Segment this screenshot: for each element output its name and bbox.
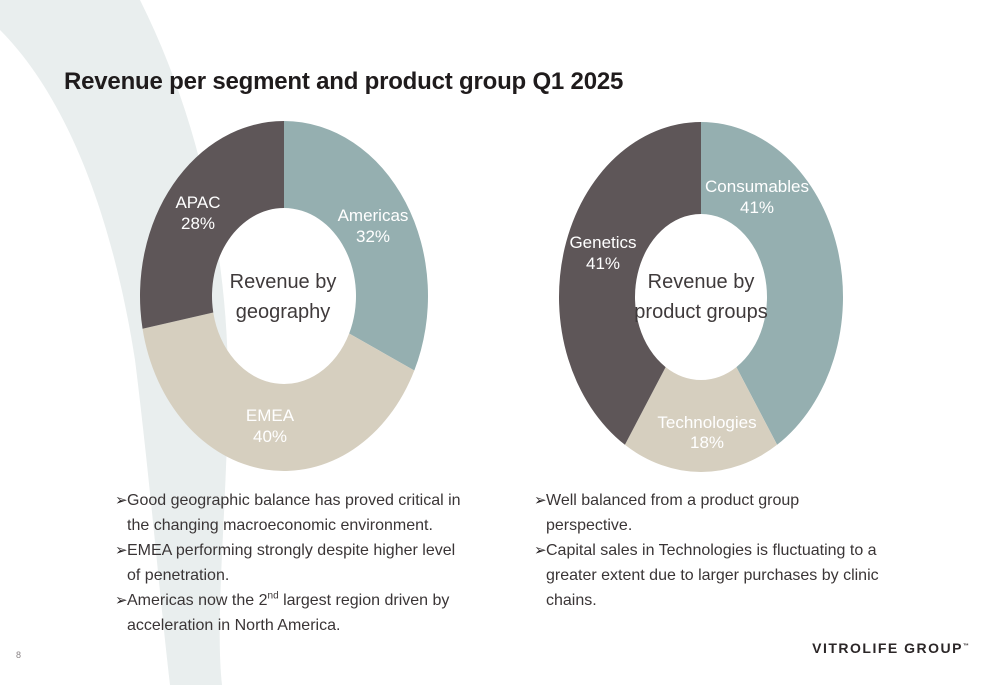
products-slice-consumables bbox=[701, 122, 843, 445]
geography-center-line2: geography bbox=[235, 301, 331, 323]
products-center-label: Revenue by product groups bbox=[616, 267, 786, 327]
page-title: Revenue per segment and product group Q1… bbox=[64, 68, 624, 95]
left-bullet-2: ➢ EMEA performing strongly despite highe… bbox=[115, 538, 470, 588]
arrow-bullet-icon: ➢ bbox=[115, 592, 128, 609]
left-bullet-list: ➢ Good geographic balance has proved cri… bbox=[115, 488, 470, 638]
page-number: 8 bbox=[16, 650, 22, 660]
arrow-bullet-icon: ➢ bbox=[115, 542, 128, 559]
right-bullet-list: ➢ Well balanced from a product group per… bbox=[534, 488, 879, 613]
geography-center-label: Revenue by geography bbox=[198, 267, 368, 327]
label-technologies-pct: 18% bbox=[690, 433, 724, 452]
products-center-line2: product groups bbox=[634, 301, 768, 323]
right-bullet-1-text: Well balanced from a product group persp… bbox=[546, 492, 800, 534]
left-bullet-3-post: largest region driven by acceleration in… bbox=[127, 592, 450, 634]
brand-logo: VITROLIFE GROUP™ bbox=[812, 640, 969, 656]
label-genetics-pct: 41% bbox=[586, 254, 620, 273]
geography-donut bbox=[139, 121, 429, 472]
left-bullet-2-text: EMEA performing strongly despite higher … bbox=[127, 542, 456, 584]
arrow-bullet-icon: ➢ bbox=[115, 492, 128, 509]
label-apac-pct: 28% bbox=[181, 214, 215, 233]
label-technologies-name: Technologies bbox=[657, 413, 756, 432]
label-consumables-name: Consumables bbox=[705, 177, 809, 196]
geography-slice-apac bbox=[139, 121, 284, 329]
brand-name: VITROLIFE GROUP bbox=[812, 640, 963, 656]
label-emea-name: EMEA bbox=[246, 406, 295, 425]
left-bullet-1-text: Good geographic balance has proved criti… bbox=[127, 492, 461, 534]
geography-slice-americas bbox=[284, 121, 429, 371]
left-bullet-1: ➢ Good geographic balance has proved cri… bbox=[115, 488, 470, 538]
left-bullet-3-sup: nd bbox=[267, 590, 279, 602]
products-center-line1: Revenue by bbox=[647, 271, 755, 293]
right-bullet-2: ➢ Capital sales in Technologies is fluct… bbox=[534, 538, 879, 613]
label-genetics-name: Genetics bbox=[569, 233, 636, 252]
arrow-bullet-icon: ➢ bbox=[534, 542, 547, 559]
geography-center-line1: Revenue by bbox=[229, 271, 337, 293]
left-bullet-3-text: Americas now the 2nd largest region driv… bbox=[127, 590, 450, 634]
label-emea-pct: 40% bbox=[253, 427, 287, 446]
products-slice-genetics bbox=[559, 122, 701, 445]
label-americas-pct: 32% bbox=[356, 227, 390, 246]
products-donut bbox=[559, 122, 843, 472]
left-bullet-3-pre: Americas now the 2 bbox=[127, 592, 268, 609]
arrow-bullet-icon: ➢ bbox=[534, 492, 547, 509]
trademark-mark: ™ bbox=[963, 643, 969, 650]
products-slice-technologies bbox=[624, 367, 778, 472]
label-apac-name: APAC bbox=[175, 193, 220, 212]
right-bullet-1: ➢ Well balanced from a product group per… bbox=[534, 488, 879, 538]
label-americas-name: Americas bbox=[338, 206, 409, 225]
geography-slice-emea bbox=[142, 312, 415, 472]
left-bullet-3: ➢ Americas now the 2nd largest region dr… bbox=[115, 588, 470, 638]
label-consumables-pct: 41% bbox=[740, 198, 774, 217]
right-bullet-2-text: Capital sales in Technologies is fluctua… bbox=[546, 542, 879, 609]
